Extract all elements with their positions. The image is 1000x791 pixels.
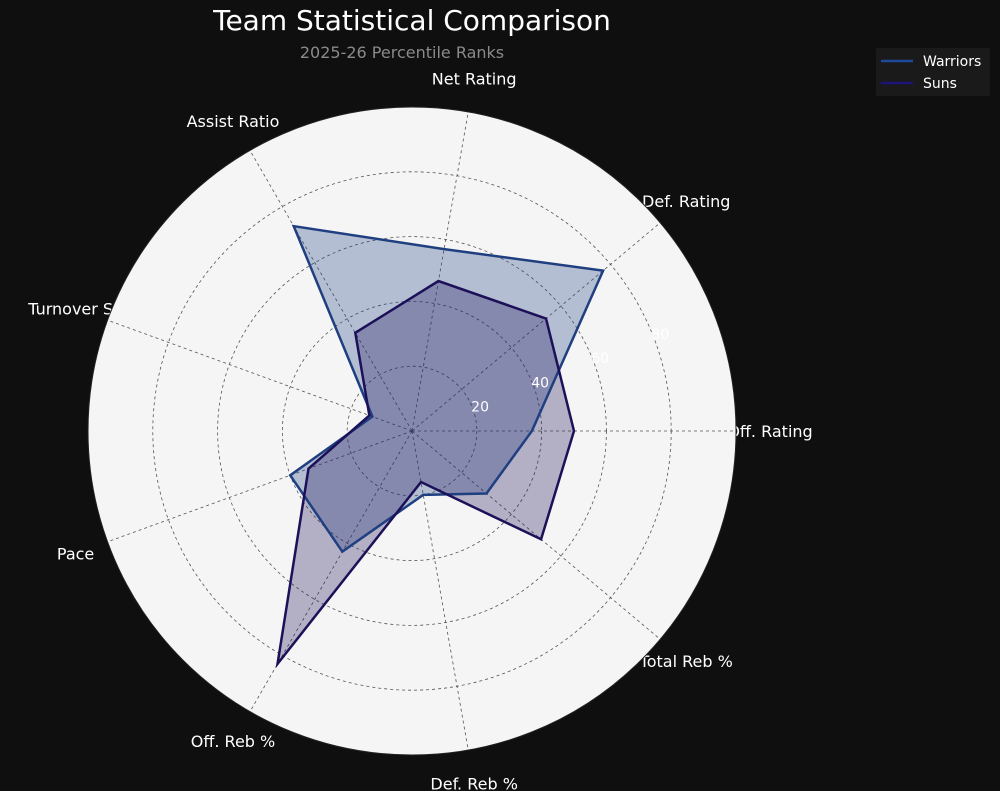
grid-spoke <box>411 222 661 432</box>
grid-spoke <box>411 111 469 432</box>
series-line-warriors <box>288 224 605 554</box>
grid-ring <box>281 300 543 562</box>
axis-label: Def. Rating <box>642 192 730 211</box>
axis-label: Net Rating <box>432 69 517 88</box>
axis-label: Def. Reb % <box>430 775 518 791</box>
radial-tick-label: 40 <box>531 375 549 391</box>
axis-labels: Off. Rating Def. Rating Net Rating Assist R… <box>27 69 812 791</box>
axis-label: Total Reb % <box>639 652 733 671</box>
series-layer <box>275 224 605 669</box>
legend-label-warriors: Warriors <box>923 54 981 70</box>
grid-spoke <box>249 150 413 432</box>
series-line-suns <box>275 279 576 669</box>
axis-label: Turnover Se <box>27 300 123 319</box>
chart-title: Team Statistical Comparison <box>212 4 611 37</box>
grid-spoke <box>107 319 413 432</box>
radial-tick-label: 20 <box>471 400 489 416</box>
legend: Warriors Suns <box>876 48 990 96</box>
radial-tick-label: 80 <box>651 327 669 343</box>
grid-spoke <box>411 430 661 640</box>
grid-ring <box>346 365 478 497</box>
grid <box>107 111 736 751</box>
chart-subtitle: 2025-26 Percentile Ranks <box>300 43 504 62</box>
axis-label: Off. Rating <box>727 422 812 441</box>
legend-label-suns: Suns <box>923 76 957 92</box>
radial-tick-label: 60 <box>591 351 609 367</box>
axis-label: Assist Ratio <box>187 112 280 131</box>
axis-label: Pace <box>57 544 94 563</box>
series-fill-warriors <box>290 226 604 552</box>
axis-label: Off. Reb % <box>191 732 275 751</box>
grid-spoke <box>107 430 413 543</box>
radial-ticks: 20 40 60 80 <box>471 327 669 416</box>
grid-spoke <box>411 430 469 751</box>
